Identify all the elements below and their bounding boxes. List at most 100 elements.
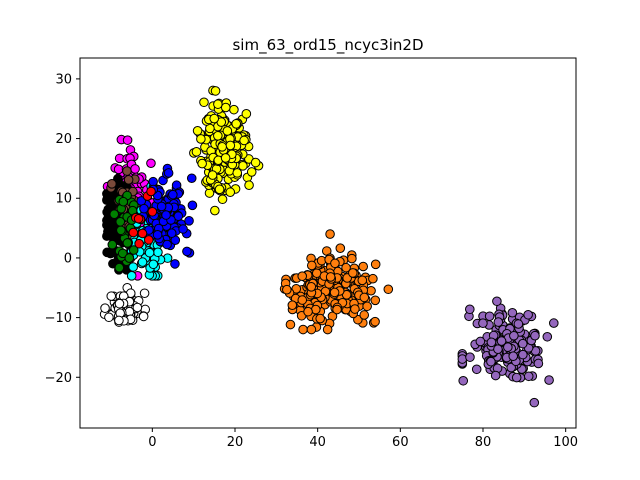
scatter-point xyxy=(106,291,117,301)
scatter-point xyxy=(478,318,488,329)
x-tick-label: 80 xyxy=(475,435,492,450)
scatter-point xyxy=(486,356,496,367)
y-tick-label: −10 xyxy=(45,311,72,326)
scatter-point xyxy=(229,104,239,115)
scatter-point xyxy=(332,304,342,315)
scatter-point xyxy=(122,135,133,145)
scatter-point xyxy=(114,315,124,326)
scatter-point xyxy=(213,99,223,109)
scatter-point xyxy=(132,302,143,313)
scatter-point xyxy=(153,247,163,258)
cluster-8 xyxy=(189,85,264,216)
scatter-point xyxy=(465,304,475,315)
scatter-point xyxy=(513,319,524,329)
scatter-point xyxy=(161,210,171,220)
scatter-point xyxy=(128,227,139,238)
scatter-point xyxy=(359,310,370,320)
x-tick-label: 60 xyxy=(392,435,409,450)
scatter-point xyxy=(146,186,156,197)
scatter-point xyxy=(359,292,370,303)
scatter-point xyxy=(187,200,198,211)
scatter-point xyxy=(173,211,184,221)
scatter-point xyxy=(166,228,177,238)
scatter-point xyxy=(144,247,155,258)
y-tick-label: 0 xyxy=(64,251,72,266)
scatter-point xyxy=(490,370,501,381)
scatter-point xyxy=(508,351,519,361)
ticks-layer: 0 20 40 60 80 100 −20 −10 0 10 20 30 xyxy=(45,72,579,450)
scatter-point xyxy=(109,209,120,219)
scatter-point xyxy=(303,306,313,317)
scatter-point xyxy=(298,324,308,335)
scatter-point xyxy=(368,273,378,284)
scatter-point xyxy=(220,102,231,113)
scatter-point xyxy=(315,313,325,324)
scatter-point xyxy=(186,173,197,184)
scatter-point xyxy=(471,364,482,375)
scatter-point xyxy=(107,179,117,189)
scatter-point xyxy=(178,224,188,234)
scatter-point xyxy=(133,213,144,224)
scatter-point xyxy=(458,375,469,386)
scatter-point xyxy=(250,157,261,168)
cluster-6 xyxy=(136,163,198,269)
scatter-point xyxy=(148,259,159,270)
scatter-point xyxy=(291,284,302,294)
scatter-point xyxy=(130,164,140,174)
scatter-point xyxy=(214,184,225,195)
scatter-point xyxy=(493,317,504,327)
scatter-point xyxy=(282,284,292,295)
scatter-point xyxy=(197,158,207,169)
scatter-point xyxy=(209,113,220,124)
scatter-point xyxy=(124,253,135,263)
scatter-point xyxy=(362,301,372,312)
scatter-point xyxy=(113,164,124,175)
scatter-point xyxy=(509,330,519,341)
scatter-point xyxy=(184,216,194,226)
scatter-point xyxy=(241,109,252,119)
scatter-point xyxy=(322,324,333,335)
scatter-point xyxy=(285,319,296,330)
scatter-point xyxy=(370,259,381,270)
scatter-point xyxy=(325,272,336,282)
cluster-7 xyxy=(128,186,158,249)
scatter-point xyxy=(162,239,172,250)
scatter-point xyxy=(199,97,209,108)
scatter-point xyxy=(492,296,502,307)
scatter-point xyxy=(222,126,233,136)
chart-title: sim_63_ord15_ncyc3in2D xyxy=(232,36,423,55)
scatter-point xyxy=(358,261,369,272)
scatter-point xyxy=(370,316,380,327)
scatter-point xyxy=(475,336,486,347)
scatter-point xyxy=(347,253,357,264)
x-tick-label: 20 xyxy=(227,435,244,450)
scatter-point xyxy=(139,288,150,299)
scatter-point xyxy=(123,174,134,185)
scatter-point xyxy=(122,238,133,248)
scatter-point xyxy=(191,147,202,157)
scatter-point xyxy=(147,206,158,217)
scatter-point xyxy=(246,167,257,177)
scatter-point xyxy=(529,397,540,408)
scatter-point xyxy=(107,239,118,250)
scatter-point xyxy=(102,215,112,226)
scatter-point xyxy=(244,180,254,191)
scatter-point xyxy=(118,196,129,207)
scatter-point xyxy=(143,235,154,245)
scatter-point xyxy=(484,311,495,322)
scatter-point xyxy=(182,246,192,257)
scatter-point xyxy=(207,170,218,180)
cluster-9 xyxy=(279,229,394,335)
scatter-point xyxy=(506,362,516,373)
y-tick-label: 10 xyxy=(55,192,72,207)
scatter-point xyxy=(330,258,340,269)
scatter-point xyxy=(122,166,132,176)
scatter-point xyxy=(348,268,358,278)
scatter-point xyxy=(465,352,475,362)
scatter-point xyxy=(533,358,544,369)
scatter-point xyxy=(148,176,158,187)
scatter-point xyxy=(297,295,308,305)
scatter-point xyxy=(139,203,149,214)
x-tick-label: 100 xyxy=(553,435,578,450)
